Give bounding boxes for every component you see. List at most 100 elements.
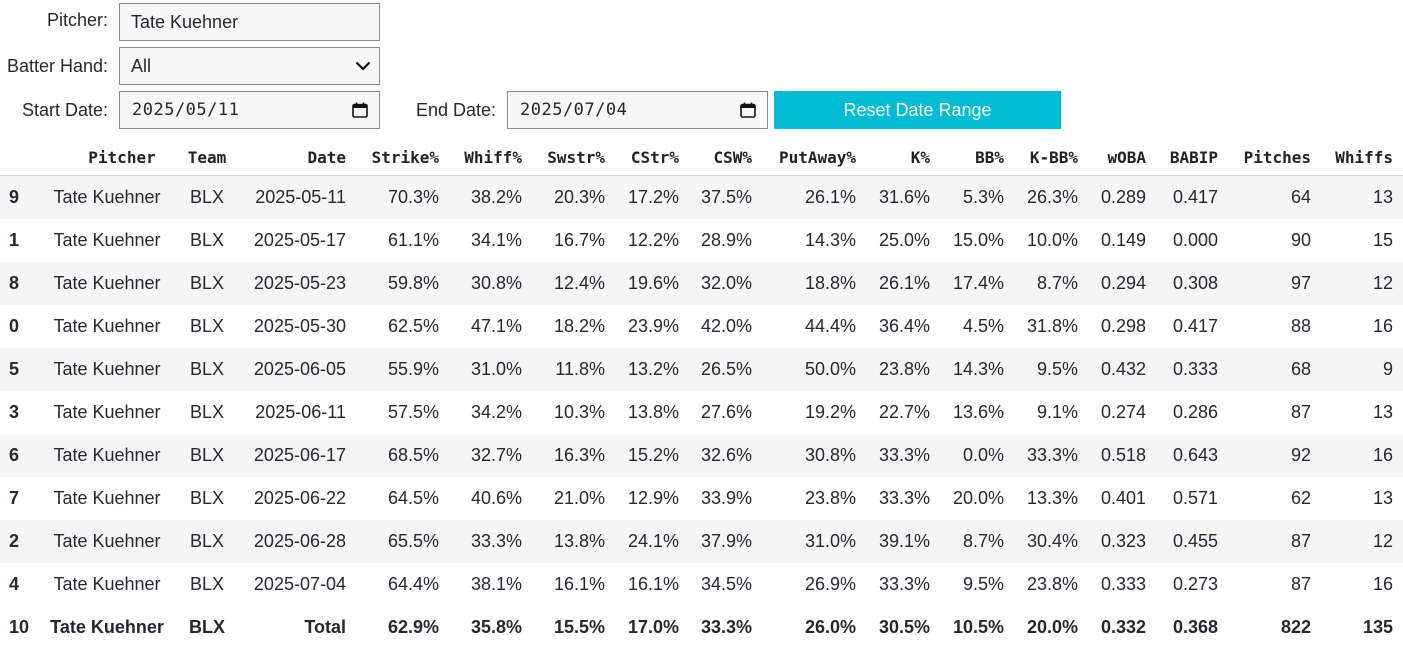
cell-index: 5 xyxy=(0,348,37,391)
cell-k-bb-pct: 8.7% xyxy=(1014,262,1088,305)
cell-swstr-pct: 16.7% xyxy=(532,219,615,262)
cell-putaway-pct: 30.8% xyxy=(762,434,866,477)
cell-putaway-pct: 14.3% xyxy=(762,219,866,262)
cell-date: Total xyxy=(237,606,356,649)
cell-pitches: 92 xyxy=(1228,434,1321,477)
cell-pitches: 88 xyxy=(1228,305,1321,348)
end-date-input[interactable]: 2025/07/04 xyxy=(507,91,768,129)
column-header-strike-pct[interactable]: Strike% xyxy=(356,140,449,176)
cell-k-bb-pct: 13.3% xyxy=(1014,477,1088,520)
cell-csw-pct: 34.5% xyxy=(689,563,762,606)
column-header-date[interactable]: Date xyxy=(237,140,356,176)
column-header-bb-pct[interactable]: BB% xyxy=(940,140,1014,176)
cell-cstr-pct: 13.2% xyxy=(615,348,689,391)
cell-csw-pct: 32.0% xyxy=(689,262,762,305)
calendar-icon[interactable] xyxy=(740,102,756,118)
start-date-input[interactable]: 2025/05/11 xyxy=(119,91,380,129)
column-header-csw-pct[interactable]: CSW% xyxy=(689,140,762,176)
cell-woba: 0.432 xyxy=(1088,348,1156,391)
cell-pitcher: Tate Kuehner xyxy=(37,477,177,520)
cell-pitches: 64 xyxy=(1228,176,1321,220)
chevron-down-icon xyxy=(355,61,371,71)
column-header-k-pct[interactable]: K% xyxy=(866,140,940,176)
cell-putaway-pct: 26.0% xyxy=(762,606,866,649)
column-header-whiffs[interactable]: Whiffs xyxy=(1321,140,1403,176)
column-header-pitcher[interactable]: Pitcher xyxy=(37,140,177,176)
cell-cstr-pct: 17.2% xyxy=(615,176,689,220)
column-header-cstr-pct[interactable]: CStr% xyxy=(615,140,689,176)
cell-cstr-pct: 17.0% xyxy=(615,606,689,649)
cell-team: BLX xyxy=(177,219,237,262)
cell-woba: 0.289 xyxy=(1088,176,1156,220)
column-header-index[interactable] xyxy=(0,140,37,176)
column-header-putaway-pct[interactable]: PutAway% xyxy=(762,140,866,176)
cell-team: BLX xyxy=(177,434,237,477)
cell-woba: 0.274 xyxy=(1088,391,1156,434)
cell-index: 2 xyxy=(0,520,37,563)
cell-whiffs: 9 xyxy=(1321,348,1403,391)
cell-csw-pct: 26.5% xyxy=(689,348,762,391)
cell-woba: 0.149 xyxy=(1088,219,1156,262)
column-header-whiff-pct[interactable]: Whiff% xyxy=(449,140,532,176)
cell-babip: 0.571 xyxy=(1156,477,1228,520)
cell-date: 2025-06-05 xyxy=(237,348,356,391)
pitcher-input[interactable]: Tate Kuehner xyxy=(119,3,380,41)
column-header-babip[interactable]: BABIP xyxy=(1156,140,1228,176)
cell-swstr-pct: 13.8% xyxy=(532,520,615,563)
cell-pitches: 87 xyxy=(1228,520,1321,563)
cell-bb-pct: 17.4% xyxy=(940,262,1014,305)
cell-bb-pct: 14.3% xyxy=(940,348,1014,391)
cell-strike-pct: 59.8% xyxy=(356,262,449,305)
batter-hand-select[interactable]: All xyxy=(119,47,380,85)
cell-whiffs: 13 xyxy=(1321,176,1403,220)
cell-csw-pct: 33.9% xyxy=(689,477,762,520)
column-header-team[interactable]: Team xyxy=(177,140,237,176)
column-header-pitches[interactable]: Pitches xyxy=(1228,140,1321,176)
column-header-woba[interactable]: wOBA xyxy=(1088,140,1156,176)
cell-babip: 0.455 xyxy=(1156,520,1228,563)
cell-pitches: 97 xyxy=(1228,262,1321,305)
cell-putaway-pct: 18.8% xyxy=(762,262,866,305)
column-header-k-bb-pct[interactable]: K-BB% xyxy=(1014,140,1088,176)
cell-babip: 0.286 xyxy=(1156,391,1228,434)
cell-babip: 0.273 xyxy=(1156,563,1228,606)
cell-cstr-pct: 19.6% xyxy=(615,262,689,305)
cell-bb-pct: 8.7% xyxy=(940,520,1014,563)
cell-index: 3 xyxy=(0,391,37,434)
cell-k-bb-pct: 30.4% xyxy=(1014,520,1088,563)
cell-strike-pct: 68.5% xyxy=(356,434,449,477)
cell-k-bb-pct: 9.1% xyxy=(1014,391,1088,434)
cell-whiffs: 12 xyxy=(1321,262,1403,305)
pitcher-label: Pitcher: xyxy=(47,10,108,31)
cell-swstr-pct: 18.2% xyxy=(532,305,615,348)
start-date-value: 2025/05/11 xyxy=(132,100,239,120)
cell-index: 7 xyxy=(0,477,37,520)
cell-pitcher: Tate Kuehner xyxy=(37,348,177,391)
cell-whiffs: 135 xyxy=(1321,606,1403,649)
cell-whiff-pct: 35.8% xyxy=(449,606,532,649)
cell-bb-pct: 5.3% xyxy=(940,176,1014,220)
cell-whiffs: 16 xyxy=(1321,305,1403,348)
cell-whiff-pct: 33.3% xyxy=(449,520,532,563)
column-header-swstr-pct[interactable]: Swstr% xyxy=(532,140,615,176)
cell-whiff-pct: 38.1% xyxy=(449,563,532,606)
cell-index: 10 xyxy=(0,606,37,649)
cell-whiffs: 16 xyxy=(1321,563,1403,606)
reset-date-range-button[interactable]: Reset Date Range xyxy=(774,91,1061,129)
cell-csw-pct: 32.6% xyxy=(689,434,762,477)
cell-swstr-pct: 16.3% xyxy=(532,434,615,477)
calendar-icon[interactable] xyxy=(352,102,368,118)
cell-woba: 0.298 xyxy=(1088,305,1156,348)
cell-team: BLX xyxy=(177,606,237,649)
cell-bb-pct: 4.5% xyxy=(940,305,1014,348)
cell-woba: 0.518 xyxy=(1088,434,1156,477)
cell-date: 2025-07-04 xyxy=(237,563,356,606)
cell-strike-pct: 62.5% xyxy=(356,305,449,348)
cell-whiff-pct: 32.7% xyxy=(449,434,532,477)
cell-team: BLX xyxy=(177,520,237,563)
cell-team: BLX xyxy=(177,176,237,220)
